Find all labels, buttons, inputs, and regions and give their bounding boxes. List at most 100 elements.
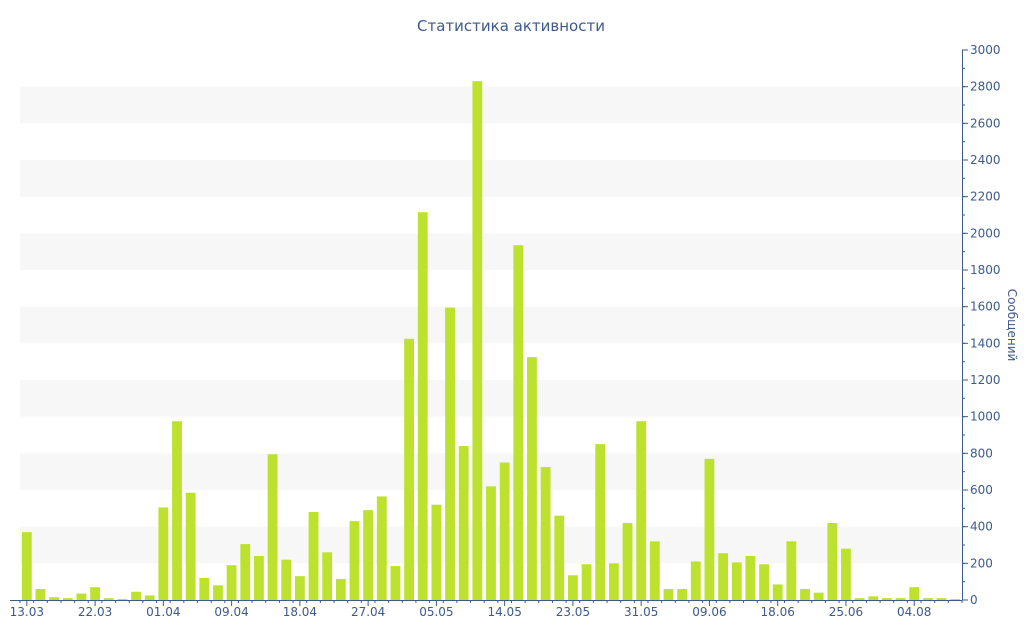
bar[interactable] [404, 338, 414, 600]
y-tick-label: 1600 [970, 300, 1001, 314]
bar[interactable] [281, 559, 292, 600]
bar[interactable] [690, 561, 701, 601]
x-tick-label: 04.08 [897, 605, 931, 619]
grid-band [20, 160, 962, 197]
bar[interactable] [649, 541, 660, 600]
bar[interactable] [90, 587, 100, 600]
bar[interactable] [144, 595, 155, 600]
bar[interactable] [704, 458, 715, 600]
x-axis: 13.03 22.03 01.04 09.04 18.04 27.04 05.05 14.05… [10, 600, 963, 619]
bar[interactable] [731, 562, 742, 600]
bar[interactable] [922, 598, 933, 600]
bar[interactable] [322, 552, 333, 600]
y-tick-label: 2200 [970, 190, 1001, 204]
bar[interactable] [568, 575, 578, 600]
bar[interactable] [608, 563, 619, 600]
bar[interactable] [786, 541, 797, 600]
bar[interactable] [185, 492, 196, 600]
bar[interactable] [663, 589, 674, 600]
y-tick-label: 800 [970, 446, 993, 460]
grid-band [20, 380, 962, 417]
bar[interactable] [172, 421, 182, 600]
grid-band [20, 453, 962, 490]
bar[interactable] [240, 544, 251, 600]
x-tick-label: 31.05 [624, 605, 658, 619]
x-tick-label: 23.05 [556, 605, 590, 619]
bar[interactable] [622, 523, 633, 600]
bar[interactable] [868, 596, 879, 600]
grid-bands [20, 86, 962, 564]
bar[interactable] [158, 507, 169, 600]
bar[interactable] [813, 592, 824, 600]
bar[interactable] [21, 532, 32, 600]
bar[interactable] [390, 566, 401, 600]
bar[interactable] [226, 565, 237, 600]
bar[interactable] [445, 307, 455, 600]
bar[interactable] [895, 598, 906, 600]
bar-series [21, 81, 961, 601]
bar[interactable] [472, 81, 483, 601]
y-axis: 0 200 400 600 800 1000 1200 1400 1600 1800 2000 220… [962, 43, 1001, 607]
bar[interactable] [827, 523, 838, 600]
y-tick-label: 600 [970, 483, 993, 497]
bar[interactable] [254, 556, 264, 600]
y-axis-label: Сообщений [1005, 289, 1019, 362]
bar[interactable] [882, 598, 892, 600]
bar[interactable] [677, 589, 688, 600]
bar[interactable] [294, 576, 305, 600]
x-tick-label: 22.03 [78, 605, 112, 619]
bar[interactable] [431, 504, 442, 600]
bar[interactable] [718, 553, 728, 600]
bar[interactable] [554, 515, 565, 600]
bar[interactable] [131, 591, 141, 600]
bar[interactable] [759, 564, 769, 600]
y-tick-label: 2400 [970, 153, 1001, 167]
bar[interactable] [213, 585, 223, 600]
bar[interactable] [841, 548, 851, 600]
x-tick-label: 25.06 [829, 605, 863, 619]
bar[interactable] [745, 556, 756, 600]
bar[interactable] [513, 245, 524, 600]
y-tick-label: 1200 [970, 373, 1001, 387]
bar[interactable] [458, 446, 469, 600]
bar[interactable] [35, 589, 46, 600]
bar[interactable] [376, 496, 387, 600]
bar[interactable] [486, 486, 496, 600]
y-tick-label: 1000 [970, 410, 1001, 424]
y-tick-label: 200 [970, 556, 993, 570]
bar[interactable] [950, 599, 961, 600]
bar[interactable] [909, 587, 920, 600]
bar[interactable] [199, 578, 210, 600]
bar[interactable] [267, 454, 278, 600]
x-tick-label: 09.06 [692, 605, 726, 619]
bar[interactable] [417, 212, 428, 600]
bar[interactable] [117, 599, 128, 600]
bar[interactable] [636, 421, 647, 600]
y-tick-label: 2600 [970, 116, 1001, 130]
bar[interactable] [800, 589, 810, 600]
bar[interactable] [363, 510, 374, 600]
x-tick-label: 18.06 [761, 605, 795, 619]
bar[interactable] [308, 512, 319, 600]
x-tick-label: 05.05 [419, 605, 453, 619]
y-tick-label: 2800 [970, 80, 1001, 94]
bar[interactable] [581, 564, 592, 600]
bar[interactable] [540, 467, 551, 600]
bar[interactable] [49, 597, 60, 600]
bar[interactable] [62, 598, 73, 600]
bar[interactable] [76, 593, 87, 600]
y-tick-label: 3000 [970, 43, 1001, 57]
grid-band [20, 86, 962, 124]
bar[interactable] [103, 598, 114, 600]
x-tick-label: 01.04 [146, 605, 180, 619]
bar[interactable] [854, 598, 865, 600]
bar[interactable] [772, 584, 783, 600]
bar[interactable] [595, 444, 606, 600]
bar[interactable] [527, 357, 537, 600]
bar[interactable] [335, 578, 346, 600]
y-tick-label: 400 [970, 520, 993, 534]
chart-title: Статистика активности [417, 17, 605, 35]
bar[interactable] [936, 598, 947, 600]
bar[interactable] [349, 521, 360, 600]
bar[interactable] [499, 462, 510, 601]
